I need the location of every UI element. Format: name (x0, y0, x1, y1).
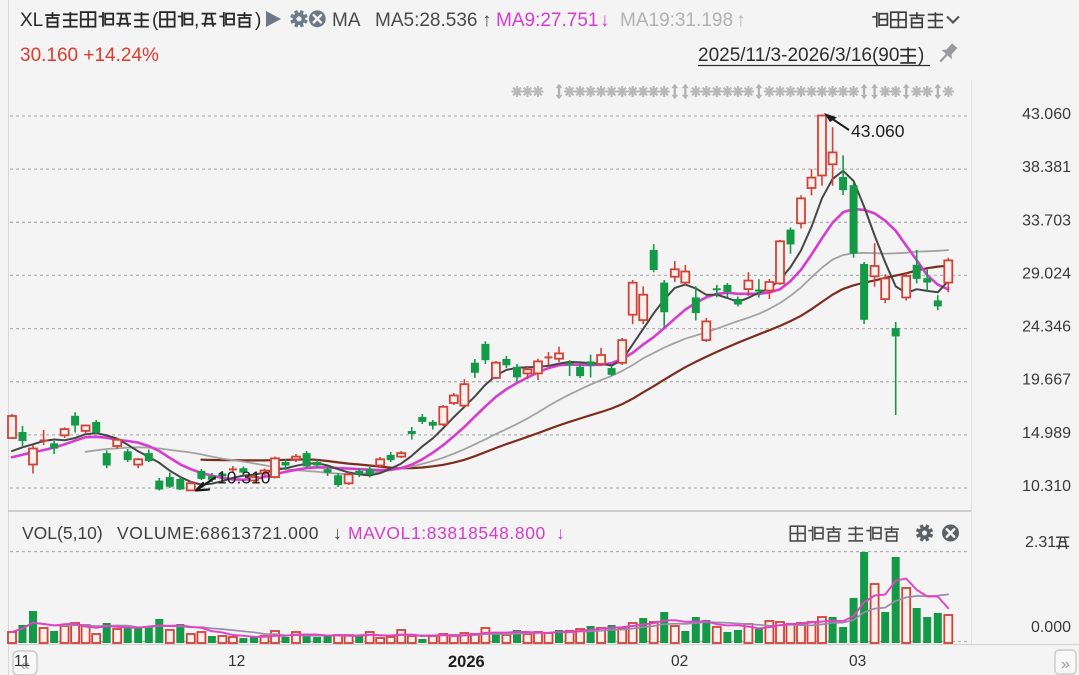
svg-text:2025/11/3-2026/3/16(90: 2025/11/3-2026/3/16(90 (698, 45, 899, 66)
svg-text:30.160 +14.24%: 30.160 +14.24% (20, 45, 159, 66)
svg-text:MA5:28.536: MA5:28.536 (375, 10, 477, 31)
svg-text:VOLUME:68613721.000: VOLUME:68613721.000 (117, 523, 319, 543)
svg-text:↑: ↑ (482, 10, 492, 31)
svg-text:43.060: 43.060 (851, 121, 905, 141)
svg-text:0.000: 0.000 (1031, 619, 1071, 636)
svg-text:14.989: 14.989 (1022, 425, 1071, 442)
svg-text:29.024: 29.024 (1022, 265, 1071, 282)
svg-text:24.346: 24.346 (1022, 319, 1071, 336)
svg-text:«: « (21, 657, 30, 674)
svg-text:10.310: 10.310 (217, 468, 271, 488)
svg-text:2.31: 2.31 (1025, 534, 1056, 551)
svg-text:↓: ↓ (600, 10, 610, 31)
svg-text:43.060: 43.060 (1022, 106, 1071, 123)
svg-text:↓: ↓ (556, 523, 565, 543)
svg-text:): ) (255, 10, 261, 31)
svg-text:(: ( (152, 10, 159, 31)
svg-text:↑: ↑ (736, 10, 746, 31)
svg-text:): ) (918, 45, 924, 66)
svg-text:VOL(5,10): VOL(5,10) (22, 523, 103, 543)
svg-text:,: , (194, 10, 199, 31)
svg-text:MA9:27.751: MA9:27.751 (496, 10, 598, 31)
svg-text:03: 03 (849, 653, 866, 670)
svg-text:10.310: 10.310 (1022, 478, 1071, 495)
svg-text:MA19:31.198: MA19:31.198 (620, 10, 733, 31)
svg-text:MAVOL1:83818548.800: MAVOL1:83818548.800 (348, 523, 546, 543)
svg-text:↓: ↓ (333, 523, 342, 543)
svg-text:MA: MA (332, 10, 361, 31)
svg-text:02: 02 (671, 653, 688, 670)
svg-text:»: » (1061, 656, 1070, 673)
svg-text:11: 11 (14, 653, 30, 670)
svg-text:38.381: 38.381 (1022, 159, 1071, 176)
svg-text:19.667: 19.667 (1022, 372, 1071, 389)
svg-text:2026: 2026 (448, 653, 485, 671)
svg-text:XL: XL (20, 10, 43, 31)
svg-text:33.703: 33.703 (1022, 212, 1071, 229)
svg-text:12: 12 (228, 653, 245, 670)
